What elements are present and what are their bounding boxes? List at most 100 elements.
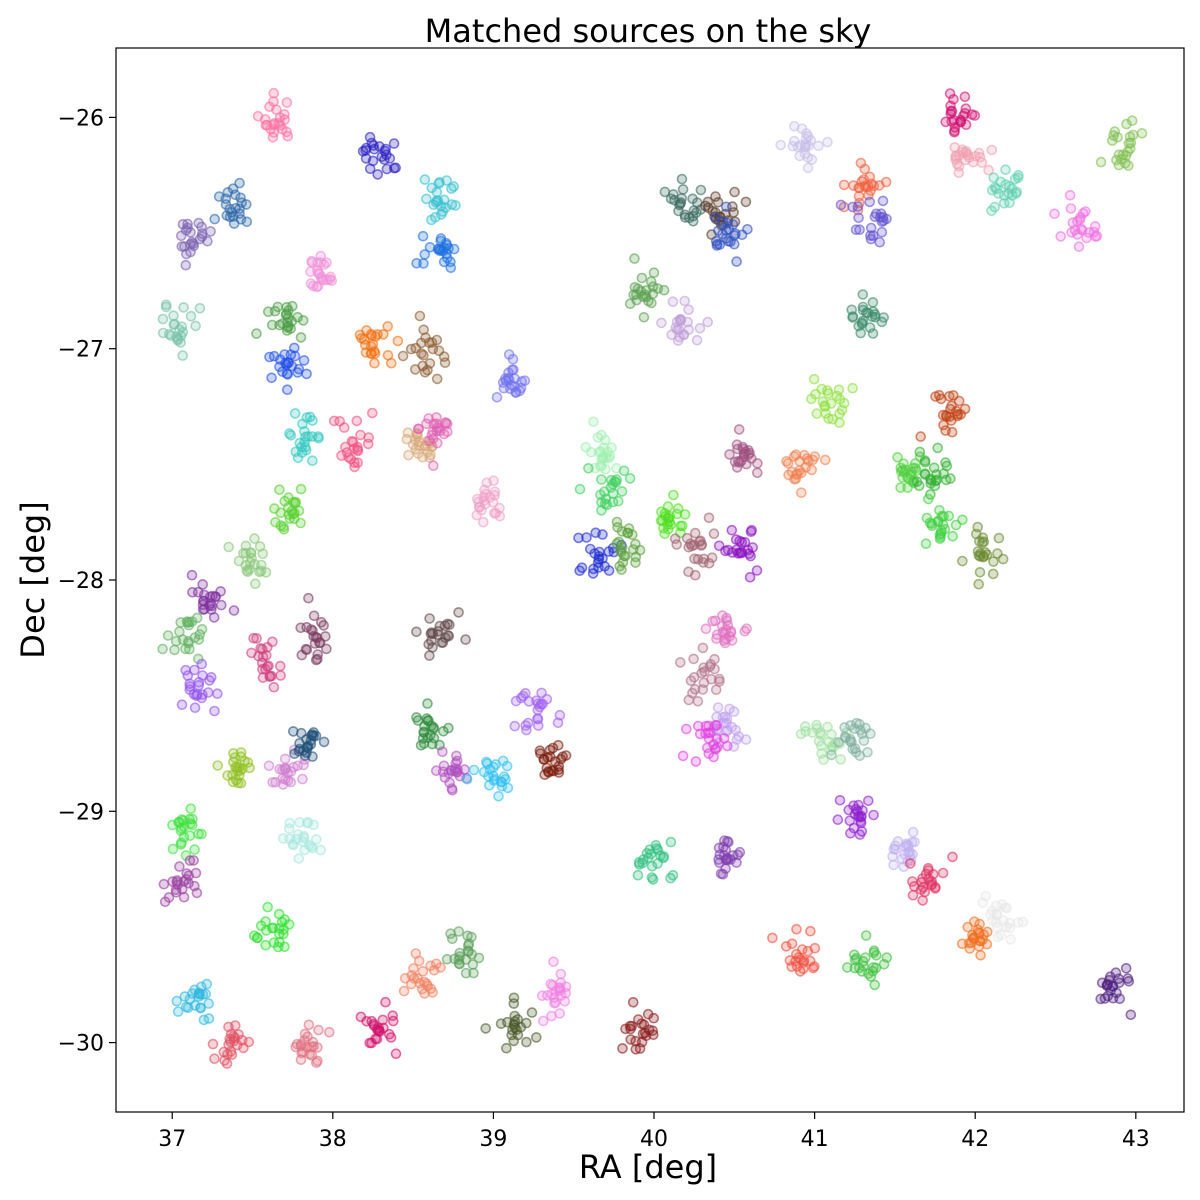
source-point [847, 201, 858, 213]
source-point [813, 140, 824, 152]
source-point [593, 553, 605, 565]
source-point [189, 844, 200, 855]
source-point [228, 748, 239, 759]
source-point [944, 88, 956, 99]
source-point [440, 417, 452, 429]
source-point [818, 754, 829, 766]
source-point [950, 154, 962, 165]
source-point [573, 532, 584, 544]
source-point [274, 361, 285, 373]
source-point [216, 599, 227, 611]
source-cluster [826, 717, 876, 762]
source-point [265, 123, 277, 135]
source-point [712, 197, 724, 208]
source-point [295, 517, 306, 529]
source-point [388, 138, 400, 149]
source-point [867, 230, 879, 241]
source-cluster [167, 803, 207, 861]
source-point [420, 332, 431, 344]
source-point [710, 235, 722, 247]
source-point [801, 453, 813, 464]
y-tick-label: −28 [58, 569, 104, 594]
source-point [307, 415, 318, 426]
source-point [1120, 158, 1131, 169]
source-point [877, 195, 889, 207]
source-point [596, 460, 607, 472]
source-point [862, 307, 874, 319]
source-cluster [624, 253, 670, 323]
source-cluster [398, 948, 446, 999]
source-point [914, 446, 926, 458]
y-axis: −26 −27 −28 −29 −30 [58, 106, 116, 1057]
source-point [645, 276, 657, 287]
source-point [300, 643, 312, 655]
source-point [1065, 203, 1077, 214]
source-point [868, 945, 880, 957]
source-point [235, 747, 247, 758]
source-point [615, 546, 627, 558]
source-point [307, 455, 318, 467]
source-point [853, 212, 864, 224]
source-point [175, 839, 187, 850]
source-point [387, 1010, 399, 1022]
source-point [488, 770, 499, 782]
source-point [299, 426, 310, 437]
x-axis: 37 38 39 40 41 42 43 [158, 1112, 1150, 1152]
source-point [493, 790, 504, 802]
source-point [697, 557, 709, 568]
source-point [459, 764, 470, 775]
source-point [986, 184, 998, 196]
source-cluster [700, 610, 753, 649]
source-cluster [176, 217, 216, 271]
source-point [992, 548, 1003, 559]
source-point [742, 224, 753, 235]
source-cluster [887, 826, 920, 873]
source-point [962, 921, 974, 933]
source-point [1108, 130, 1119, 141]
source-point [915, 431, 927, 442]
source-cluster [157, 299, 206, 361]
x-tick-label: 42 [961, 1127, 989, 1152]
source-point [1123, 137, 1135, 149]
source-point [162, 630, 174, 641]
source-point [256, 643, 268, 655]
source-point [1107, 992, 1119, 1004]
source-point [721, 713, 733, 725]
source-point [488, 475, 499, 487]
source-point [677, 750, 689, 762]
source-point [281, 384, 293, 396]
source-point [588, 416, 599, 428]
source-point [414, 310, 426, 322]
source-point [304, 1048, 315, 1060]
source-point [297, 773, 308, 785]
source-point [832, 814, 844, 826]
source-point [692, 720, 704, 732]
source-point [919, 455, 931, 467]
points-layer [157, 87, 1148, 1069]
source-point [177, 350, 188, 361]
x-tick-label: 37 [158, 1127, 186, 1152]
source-point [683, 324, 695, 336]
source-point [709, 663, 720, 675]
source-point [850, 803, 862, 815]
source-point [618, 465, 630, 477]
source-point [719, 835, 730, 847]
source-point [220, 199, 232, 210]
source-point [987, 914, 998, 926]
source-point [503, 349, 515, 360]
source-point [981, 926, 993, 938]
source-point [194, 629, 205, 640]
source-point [526, 1007, 538, 1018]
source-cluster [674, 642, 725, 707]
source-cluster [411, 230, 460, 274]
source-point [711, 742, 723, 753]
source-point [859, 163, 871, 175]
source-point [289, 748, 300, 760]
source-point [867, 328, 879, 339]
source-point [616, 486, 628, 497]
source-point [688, 653, 699, 665]
source-point [251, 328, 262, 339]
source-point [450, 757, 462, 769]
source-point [191, 612, 203, 624]
source-cluster [509, 687, 566, 736]
